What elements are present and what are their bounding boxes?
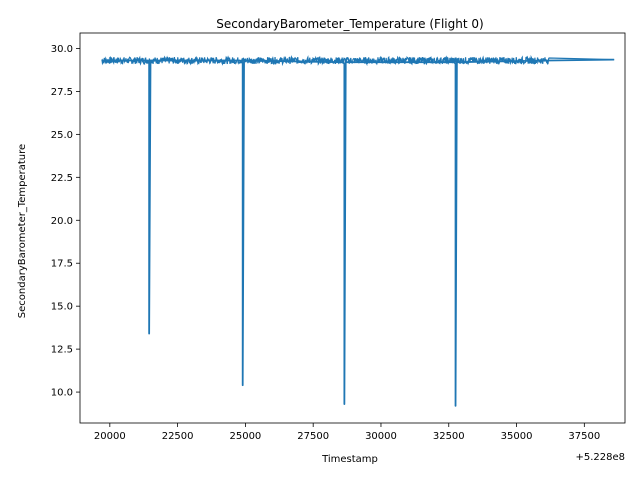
x-tick-label: 37500 [568, 431, 600, 442]
x-axis-ticks: 20000 22500 25000 27500 30000 32500 35000 37500 [94, 423, 600, 442]
x-axis-label: Timestamp [321, 454, 378, 465]
x-tick-label: 32500 [433, 431, 465, 442]
x-tick-label: 27500 [297, 431, 329, 442]
y-tick-label: 27.5 [51, 87, 73, 98]
series-line-0 [101, 58, 615, 407]
x-tick-label: 35000 [501, 431, 533, 442]
y-tick-label: 25.0 [51, 130, 73, 141]
y-tick-label: 22.5 [51, 173, 73, 184]
y-tick-label: 30.0 [51, 44, 73, 55]
series-noise-band [101, 54, 615, 67]
plot-frame [79, 32, 626, 424]
x-tick-label: 20000 [94, 431, 126, 442]
x-tick-label: 30000 [365, 431, 397, 442]
x-tick-label: 25000 [229, 431, 261, 442]
y-tick-label: 10.0 [51, 388, 73, 399]
y-tick-label: 12.5 [51, 345, 73, 356]
y-tick-label: 20.0 [51, 216, 73, 227]
y-tick-label: 15.0 [51, 302, 73, 313]
y-tick-label: 17.5 [51, 259, 73, 270]
y-axis-ticks: 10.0 12.5 15.0 17.5 20.0 22.5 25.0 27.5 30.0 [51, 44, 80, 399]
chart-title: SecondaryBarometer_Temperature (Flight 0… [216, 17, 483, 31]
x-axis-offset-label: +5.228e8 [575, 452, 625, 463]
y-axis-label: SecondaryBarometer_Temperature [17, 144, 28, 318]
plot-area [101, 54, 615, 407]
x-tick-label: 22500 [162, 431, 194, 442]
